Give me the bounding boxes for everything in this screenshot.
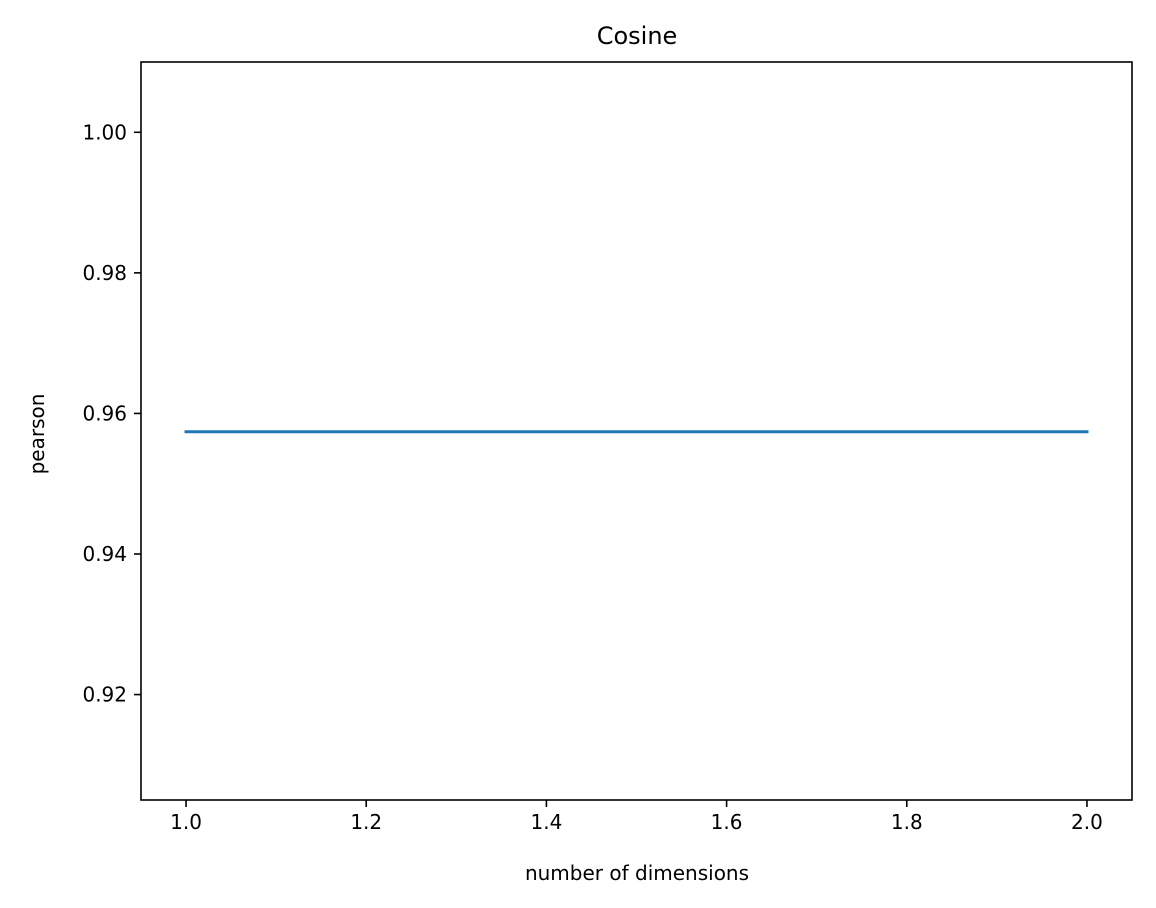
chart-title: Cosine [597,22,678,50]
y-axis-title: pearson [25,394,49,475]
y-tick-label: 1.00 [82,120,127,144]
x-tick-label: 2.0 [1071,810,1103,834]
y-tick-label: 0.98 [82,261,127,285]
y-axis-ticks: 0.92 0.94 0.96 0.98 1.00 [82,120,141,707]
y-tick-label: 0.96 [82,401,127,425]
x-tick-label: 1.2 [350,810,382,834]
x-tick-label: 1.6 [711,810,743,834]
plot-frame [140,61,1133,801]
x-tick-label: 1.4 [531,810,563,834]
x-axis-ticks: 1.0 1.2 1.4 1.6 1.8 2.0 [170,800,1103,834]
y-tick-label: 0.94 [82,542,127,566]
x-tick-label: 1.0 [170,810,202,834]
x-axis-title: number of dimensions [525,861,749,885]
y-tick-label: 0.92 [82,683,127,707]
x-tick-label: 1.8 [891,810,923,834]
